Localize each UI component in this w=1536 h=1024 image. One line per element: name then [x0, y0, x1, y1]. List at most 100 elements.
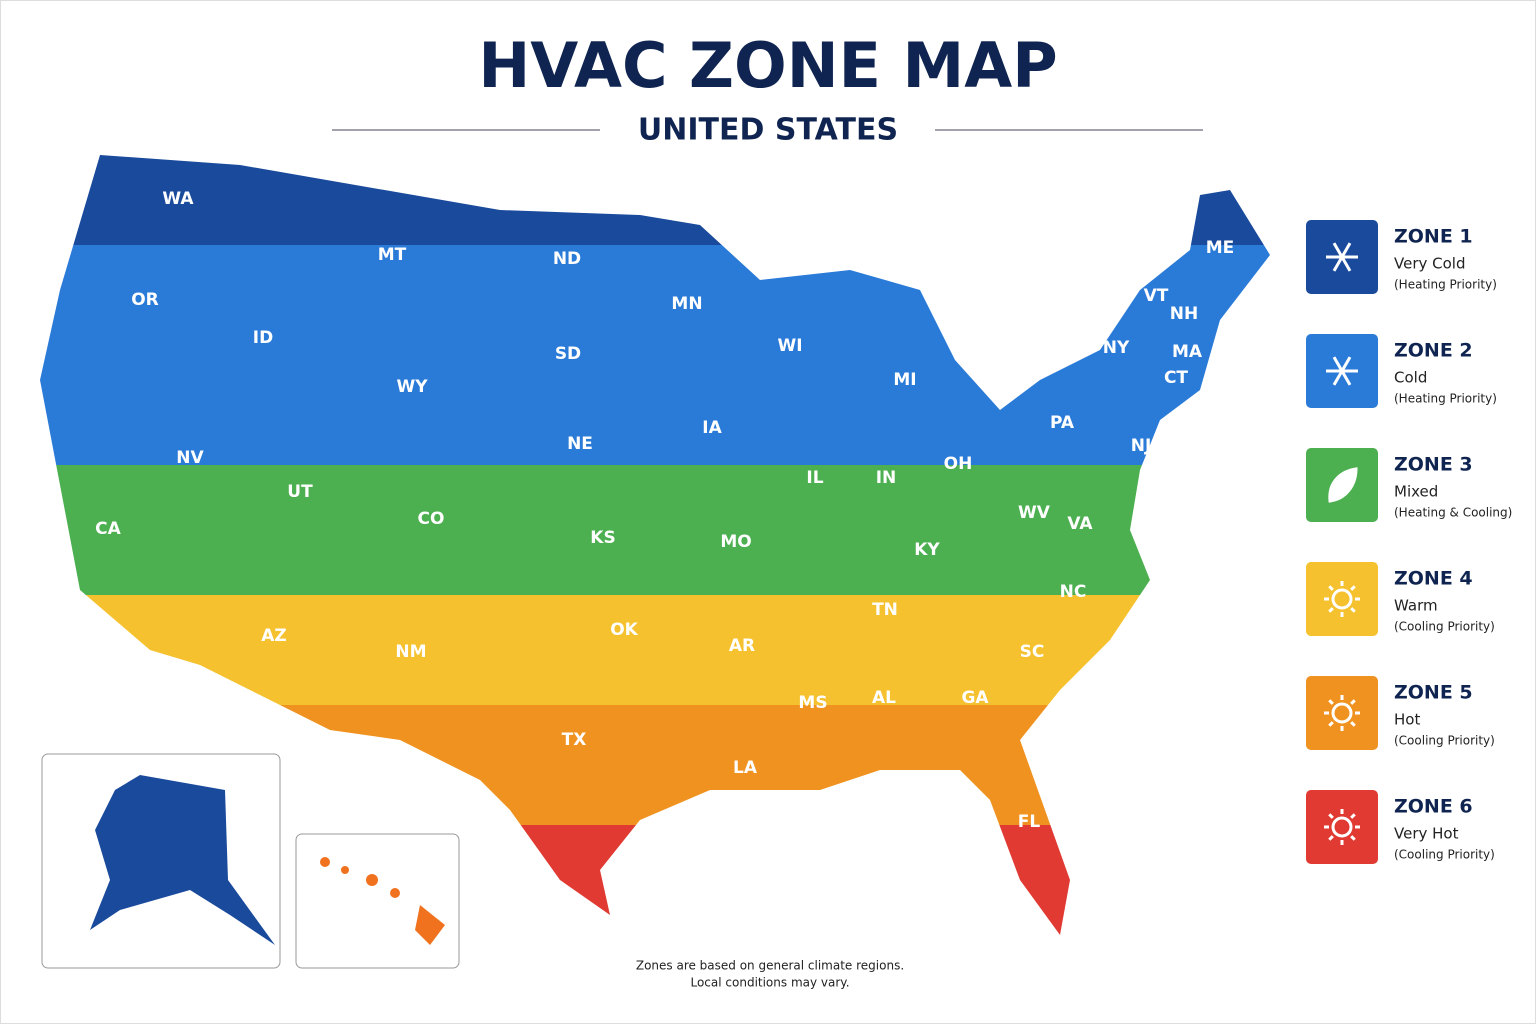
- state-label: DE: [1147, 470, 1173, 490]
- legend-name: Very Cold: [1394, 255, 1465, 273]
- icon-stroke: [1328, 699, 1334, 705]
- subtitle: UNITED STATES: [638, 113, 898, 148]
- icon-stroke: [1331, 816, 1353, 838]
- icon-stroke: [1350, 721, 1356, 727]
- icon-stroke: [1350, 813, 1356, 819]
- legend-icon: [1326, 356, 1358, 386]
- state-label: CA: [95, 519, 121, 539]
- state-label: NC: [1060, 582, 1087, 602]
- legend-note: (Heating Priority): [1394, 278, 1497, 292]
- legend-name: Hot: [1394, 711, 1420, 729]
- icon-stroke: [1350, 699, 1356, 705]
- icon-stroke: [1332, 356, 1352, 386]
- state-label: OH: [944, 454, 973, 474]
- legend-note: (Heating & Cooling): [1394, 506, 1512, 520]
- state-label: KS: [590, 528, 615, 548]
- state-label: MN: [671, 294, 702, 314]
- state-label: FL: [1018, 812, 1041, 832]
- state-label: OK: [610, 620, 638, 640]
- state-label: MT: [378, 245, 407, 265]
- state-label: MS: [798, 693, 827, 713]
- state-label: GA: [961, 688, 989, 708]
- state-label: IA: [702, 418, 722, 438]
- legend-name: Very Hot: [1394, 825, 1459, 843]
- state-label: WY: [396, 377, 428, 397]
- state-label: AR: [729, 636, 755, 656]
- legend-swatch: [1306, 790, 1378, 864]
- state-label: ID: [253, 328, 273, 348]
- alaska-shape: [90, 775, 275, 945]
- legend-note: (Cooling Priority): [1394, 848, 1495, 862]
- legend-zone: ZONE 2: [1394, 340, 1473, 362]
- legend-zone: ZONE 3: [1394, 454, 1473, 476]
- footnote: Zones are based on general climate regio…: [636, 959, 904, 973]
- state-label: WA: [162, 189, 194, 209]
- state-label: CO: [418, 509, 445, 529]
- state-label: NJ: [1131, 436, 1152, 456]
- legend-name: Cold: [1394, 369, 1427, 387]
- legend-icon: [1326, 242, 1358, 272]
- state-label: IL: [806, 468, 823, 488]
- icon-stroke: [1328, 835, 1334, 841]
- legend-zone: ZONE 4: [1394, 568, 1473, 590]
- legend-zone: ZONE 5: [1394, 682, 1473, 704]
- state-label: SC: [1020, 642, 1045, 662]
- legend-icon: [1324, 695, 1360, 731]
- legend-zone: ZONE 1: [1394, 226, 1473, 248]
- state-label: TN: [872, 600, 898, 620]
- icon-stroke: [1328, 721, 1334, 727]
- state-label: SD: [555, 344, 581, 364]
- state-label: KY: [914, 540, 940, 560]
- icon-stroke: [1328, 607, 1334, 613]
- state-label: NY: [1103, 338, 1130, 358]
- legend-icon: [1328, 467, 1358, 503]
- icon-stroke: [1350, 835, 1356, 841]
- state-label: WI: [777, 336, 802, 356]
- state-label: VT: [1144, 286, 1169, 306]
- state-label: NV: [176, 448, 204, 468]
- legend-swatch: [1306, 676, 1378, 750]
- icon-stroke: [1350, 585, 1356, 591]
- state-label: AZ: [261, 626, 286, 646]
- legend-icon: [1324, 809, 1360, 845]
- legend: ZONE 1 Very Cold (Heating Priority) ZONE 2 C…: [1306, 220, 1512, 864]
- state-label: VA: [1067, 514, 1093, 534]
- icon-stroke: [1332, 242, 1352, 272]
- hawaii-shape: [320, 857, 445, 945]
- state-label: TX: [562, 730, 587, 750]
- state-label: MD: [1140, 493, 1171, 513]
- icon-stroke: [1331, 588, 1353, 610]
- legend-swatch: [1306, 562, 1378, 636]
- legend-name: Warm: [1394, 597, 1438, 615]
- state-label: NE: [567, 434, 593, 454]
- state-label: MI: [893, 370, 916, 390]
- legend-name: Mixed: [1394, 483, 1438, 501]
- icon-stroke: [1328, 585, 1334, 591]
- zone-band: [40, 465, 1270, 595]
- footnote: Local conditions may vary.: [690, 976, 849, 990]
- state-label: ME: [1206, 238, 1235, 258]
- legend-note: (Cooling Priority): [1394, 734, 1495, 748]
- state-label: WV: [1018, 503, 1051, 523]
- legend-note: (Heating Priority): [1394, 392, 1497, 406]
- title: HVAC ZONE MAP: [478, 29, 1057, 102]
- state-label: NH: [1170, 304, 1198, 324]
- state-label: PA: [1050, 413, 1075, 433]
- state-label: NM: [395, 642, 426, 662]
- state-label: OR: [131, 290, 159, 310]
- state-label: UT: [287, 482, 313, 502]
- legend-zone: ZONE 6: [1394, 796, 1473, 818]
- legend-icon: [1324, 581, 1360, 617]
- state-label: CT: [1164, 368, 1188, 388]
- state-label: ND: [553, 249, 581, 269]
- icon-stroke: [1328, 467, 1358, 503]
- icon-stroke: [1350, 607, 1356, 613]
- legend-note: (Cooling Priority): [1394, 620, 1495, 634]
- state-label: LA: [733, 758, 758, 778]
- icon-stroke: [1328, 813, 1334, 819]
- state-label: AL: [872, 688, 896, 708]
- state-label: MO: [720, 532, 751, 552]
- inset-frame: [295, 833, 460, 969]
- state-label: IN: [876, 468, 897, 488]
